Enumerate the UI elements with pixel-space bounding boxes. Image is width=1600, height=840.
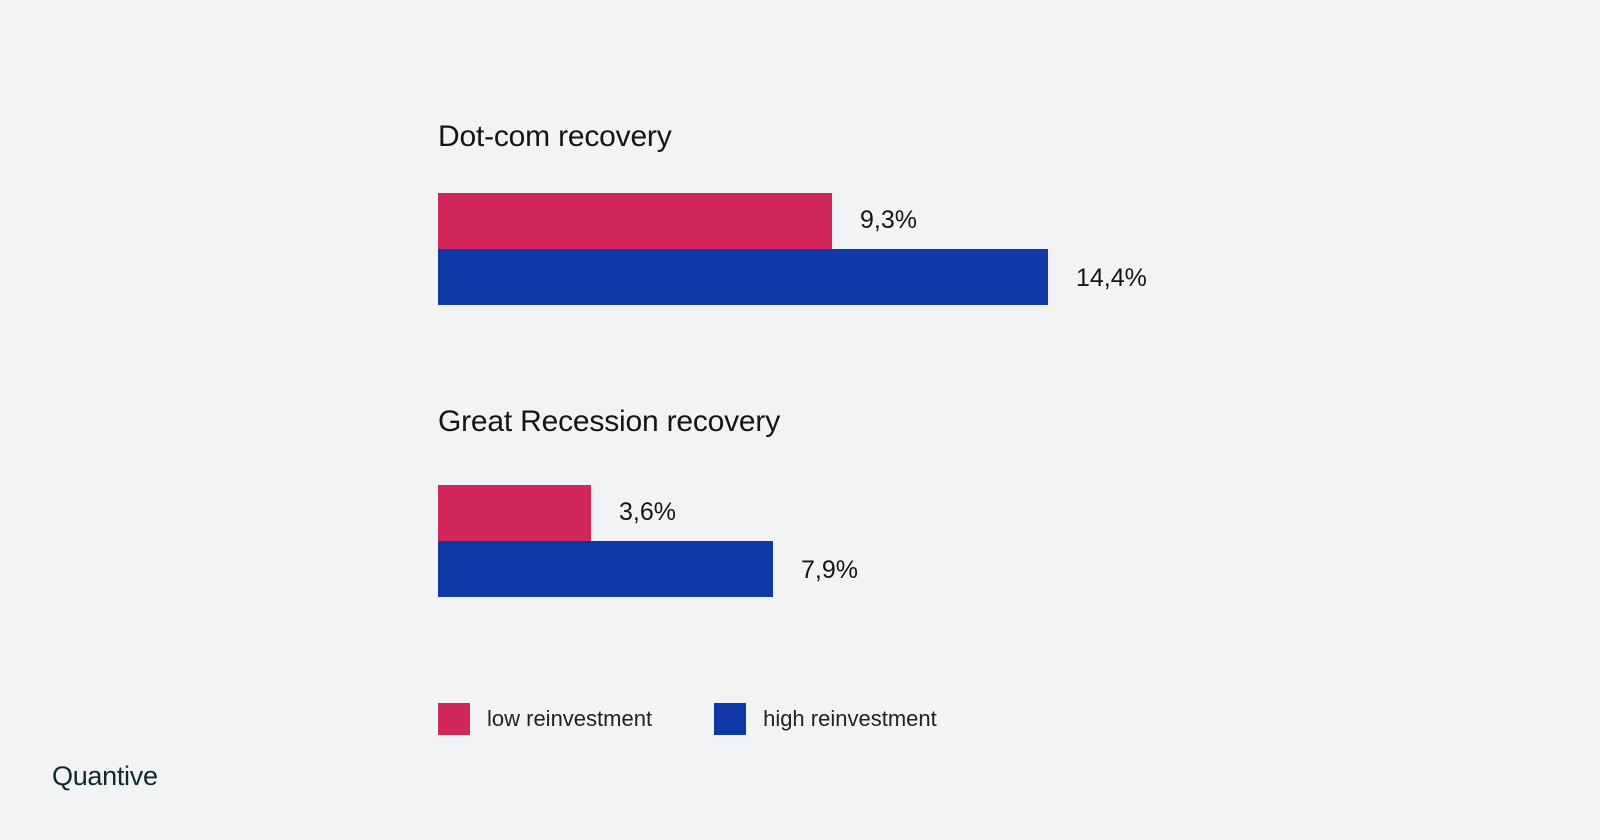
bar-dot-com-recovery-low-reinvestment: [438, 193, 832, 249]
legend-swatch-high-reinvestment: [714, 703, 747, 735]
legend: low reinvestment high reinvestment: [438, 703, 999, 735]
value-label-dot-com-recovery-low-reinvestment: 9,3%: [860, 206, 917, 234]
legend-item-low-reinvestment: low reinvestment: [438, 703, 652, 735]
quantive-logo: Quantive: [52, 761, 158, 791]
bar-great-recession-recovery-high-reinvestment: [438, 541, 773, 597]
legend-label-low-reinvestment: low reinvestment: [487, 706, 653, 731]
group-title-great-recession-recovery: Great Recession recovery: [438, 405, 781, 438]
legend-item-high-reinvestment: high reinvestment: [714, 703, 937, 735]
group-title-dot-com-recovery: Dot-com recovery: [438, 120, 672, 153]
legend-swatch-low-reinvestment: [438, 703, 470, 735]
value-label-great-recession-recovery-low-reinvestment: 3,6%: [619, 498, 676, 526]
bar-dot-com-recovery-high-reinvestment: [438, 249, 1048, 305]
bar-great-recession-recovery-low-reinvestment: [438, 485, 591, 541]
legend-label-high-reinvestment: high reinvestment: [763, 706, 937, 731]
value-label-dot-com-recovery-high-reinvestment: 14,4%: [1076, 264, 1147, 292]
value-label-great-recession-recovery-high-reinvestment: 7,9%: [801, 556, 858, 584]
